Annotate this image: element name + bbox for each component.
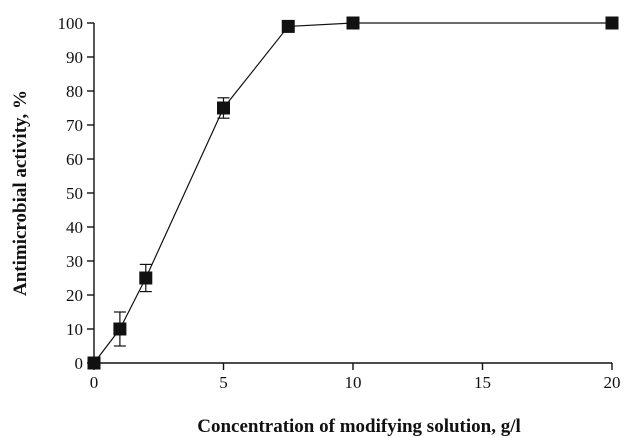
data-point [346,16,360,30]
series-line [93,22,612,364]
y-tick-label: 90 [66,48,83,67]
data-point [605,16,619,30]
y-tick-label: 100 [58,14,84,33]
data-point [113,322,127,336]
data-point [139,271,153,285]
y-axis-title: Antimicrobial activity, % [10,90,31,296]
y-tick-label: 70 [66,116,83,135]
data-point [281,19,295,33]
y-tick-label: 50 [66,184,83,203]
y-tick-label: 30 [66,252,83,271]
y-tick-label: 20 [66,286,83,305]
x-tick-label: 15 [474,373,491,392]
plot-area [87,16,619,370]
y-tick-label: 60 [66,150,83,169]
y-ticks: 0 10 20 30 40 50 60 70 80 90 100 [58,14,94,373]
data-point [87,356,101,370]
x-tick-label: 5 [219,373,228,392]
y-tick-label: 10 [66,320,83,339]
x-ticks: 0 5 10 15 20 [90,363,621,392]
y-tick-label: 0 [75,354,84,373]
x-tick-label: 0 [90,373,99,392]
y-tick-label: 80 [66,82,83,101]
x-axis-title: Concentration of modifying solution, g/l [197,416,521,437]
x-tick-label: 20 [604,373,621,392]
x-tick-label: 10 [345,373,362,392]
y-tick-label: 40 [66,218,83,237]
axes [93,23,612,364]
data-point [217,101,230,115]
